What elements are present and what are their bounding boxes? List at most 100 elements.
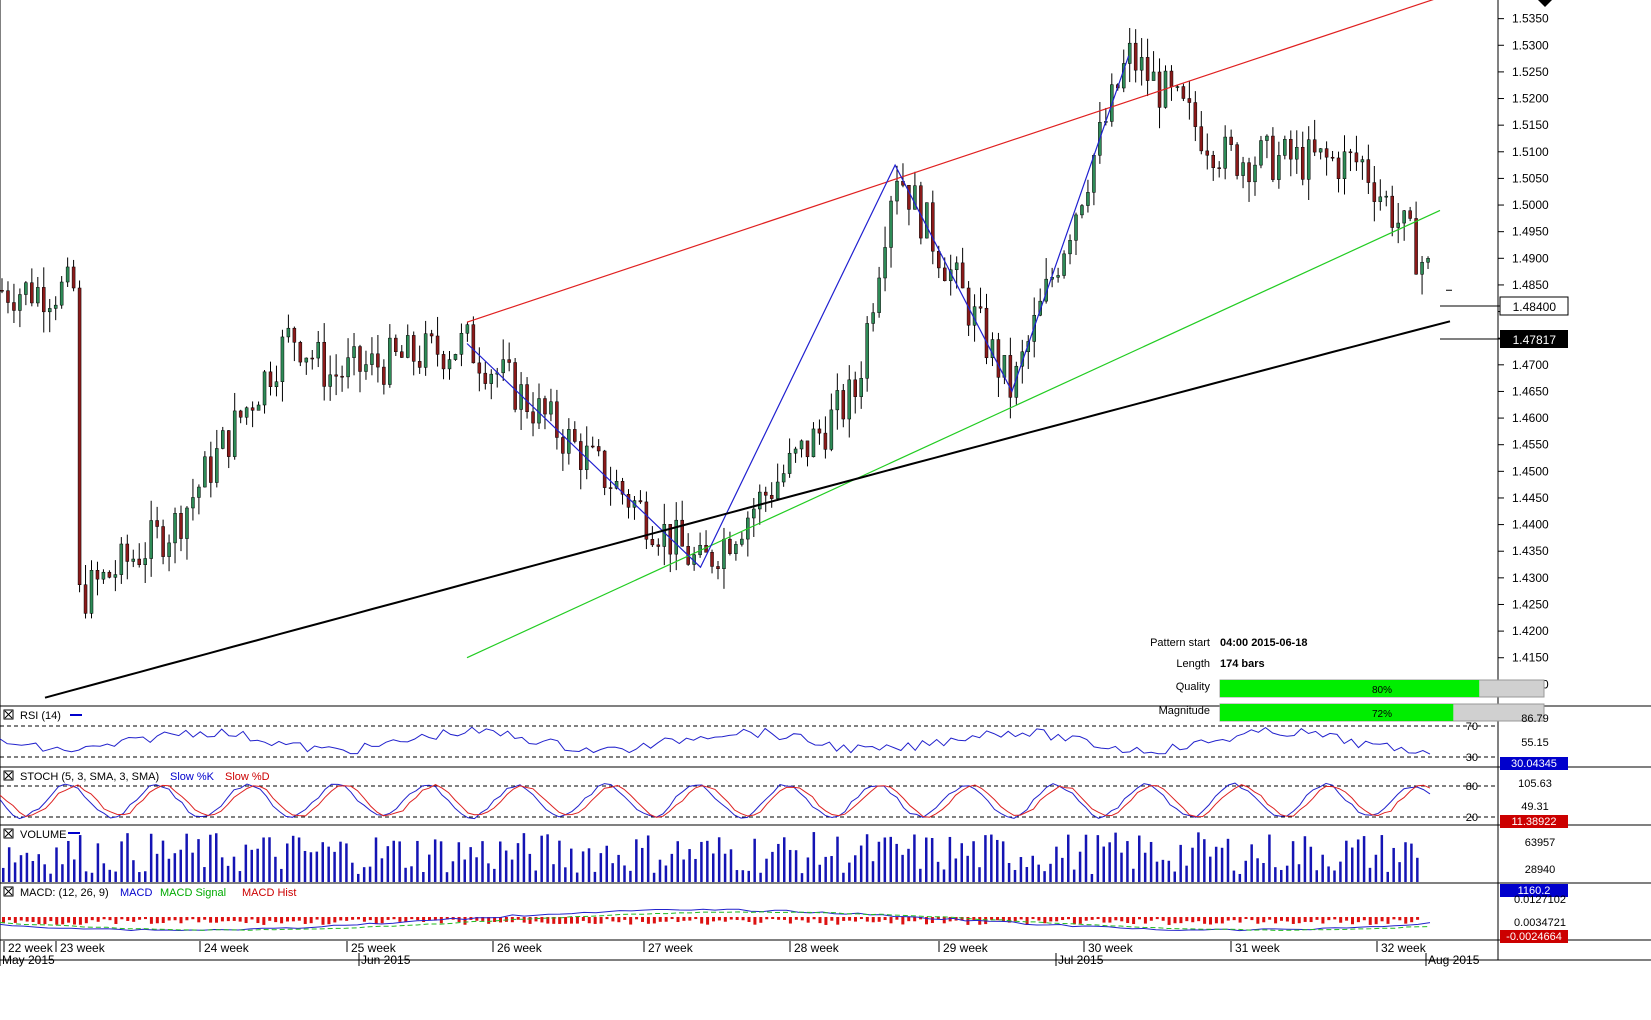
resistance-line: [466, 0, 1434, 323]
volume-bar: [1309, 846, 1313, 882]
volume-bar: [1143, 852, 1147, 882]
macd-hist-bar: [481, 917, 485, 921]
candle-body: [883, 247, 887, 279]
candle-body: [382, 366, 386, 385]
candle-body: [1336, 157, 1341, 180]
volume-bar: [1126, 841, 1129, 882]
candle-body: [1235, 144, 1239, 176]
month-label: May 2015: [2, 953, 55, 967]
volume-bar: [475, 857, 478, 882]
candle-body: [89, 570, 94, 614]
candle-body: [203, 456, 207, 488]
candle-body: [340, 375, 344, 378]
week-label: 24 week: [204, 941, 250, 955]
last-price-marker: 1.48400: [1440, 296, 1569, 316]
macd-panel: MACD: (12, 26, 9) MACD MACD Signal MACD …: [0, 886, 1568, 943]
candle-body: [507, 359, 511, 363]
volume-bar: [1214, 846, 1218, 882]
price-tick-label: 1.5050: [1512, 171, 1549, 185]
macd-hist-bar: [1327, 917, 1331, 921]
volume-bar: [43, 864, 46, 882]
candle-body: [1080, 205, 1084, 216]
macd-hist-bar: [144, 917, 147, 920]
macd-hist-bar: [1410, 917, 1414, 923]
candle-body: [835, 390, 840, 411]
chart-scroll-marker-icon[interactable]: [1538, 0, 1552, 7]
volume-bar: [1351, 847, 1354, 882]
volume-bar: [1315, 870, 1318, 882]
volume-bar: [451, 861, 455, 882]
macd-hist-bar: [84, 917, 88, 924]
macd-hist-bar: [108, 917, 112, 921]
volume-bar: [824, 856, 827, 882]
volume-bar: [794, 850, 798, 882]
macd-hist-bar: [161, 917, 165, 923]
candle-body: [42, 287, 46, 313]
candle-body: [328, 374, 332, 387]
candle-body: [286, 327, 291, 338]
macd-hist-bar: [788, 917, 792, 924]
candle-body: [978, 306, 983, 309]
macd-hist-bar: [901, 917, 905, 925]
price-tick-label: 1.4500: [1512, 464, 1549, 478]
candle-body: [769, 495, 774, 499]
volume-bar: [286, 843, 289, 882]
candle-body: [191, 497, 195, 509]
candle-body: [423, 333, 428, 368]
candle-body: [722, 538, 726, 569]
volume-bar: [457, 842, 461, 882]
candle-body: [1127, 42, 1132, 64]
candle-body: [256, 404, 261, 411]
macd-hist-bar: [96, 917, 100, 922]
macd-hist-bar: [428, 917, 431, 921]
macd-hist-bar: [61, 917, 65, 925]
pattern-length-label: Length: [1176, 658, 1210, 670]
candle-body: [1324, 148, 1329, 158]
volume-bar: [883, 837, 887, 882]
macd-hist-bar: [570, 917, 573, 924]
candle-body: [1181, 86, 1186, 99]
volume-bar: [1398, 862, 1401, 882]
volume-bar: [1031, 855, 1034, 882]
candle-body: [638, 500, 643, 503]
macd-hist-bar: [1380, 917, 1384, 922]
macd-hist-bar: [575, 917, 579, 924]
macd-hist-bar: [120, 917, 124, 920]
candle-body: [483, 372, 488, 384]
volume-bar: [871, 861, 875, 882]
candle-body: [1271, 135, 1275, 180]
week-label: 29 week: [943, 941, 989, 955]
macd-axis-top: 0.0127102: [1514, 894, 1566, 906]
candle-body: [859, 378, 863, 397]
candle-body: [1151, 71, 1156, 81]
volume-bar: [1291, 841, 1295, 882]
candle-body: [471, 324, 476, 364]
volume-bar: [788, 849, 792, 882]
macd-hist-bar: [1007, 917, 1011, 923]
candle-body: [549, 401, 553, 415]
candle-body: [561, 437, 565, 454]
candle-body: [579, 441, 583, 470]
macd-hist-bar: [173, 917, 177, 921]
macd-hist-bar: [1374, 917, 1378, 925]
price-tick-label: 1.5300: [1512, 38, 1549, 52]
candle-body: [1157, 71, 1162, 108]
volume-bar: [49, 873, 52, 882]
macd-hist-bar: [114, 917, 118, 924]
candle-body: [155, 520, 159, 527]
volume-bar: [1102, 846, 1105, 882]
volume-bar: [854, 855, 857, 882]
volume-bar: [717, 837, 721, 882]
candle-body: [650, 539, 655, 546]
volume-title: VOLUME: [20, 829, 66, 841]
macd-hist-bar: [735, 917, 739, 920]
candle-body: [274, 381, 279, 387]
volume-bar: [777, 843, 780, 882]
macd-hist-bar: [345, 917, 349, 921]
candle-body: [596, 446, 601, 452]
candle-body: [937, 250, 941, 269]
macd-hist-bar: [398, 917, 402, 922]
macd-hist-bar: [410, 917, 414, 920]
macd-hist-bar: [664, 917, 668, 922]
candle-body: [1062, 253, 1066, 276]
